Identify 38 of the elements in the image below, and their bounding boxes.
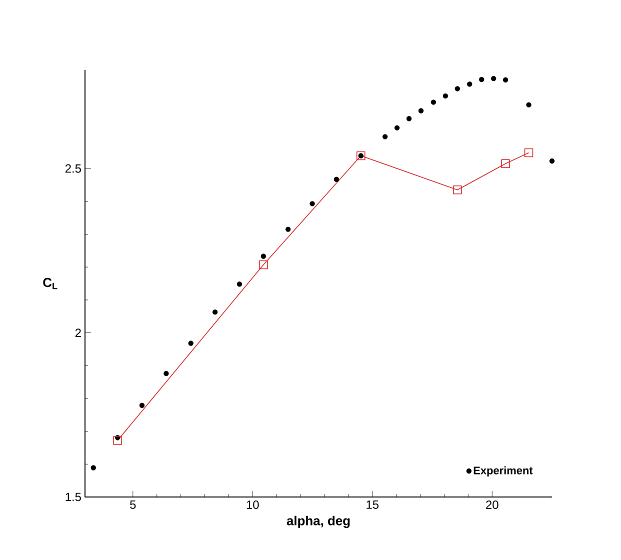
point — [113, 436, 122, 445]
point — [478, 76, 484, 82]
point — [394, 125, 400, 130]
point — [467, 82, 472, 87]
point — [334, 176, 340, 182]
x-axis-title: alpha, deg — [286, 516, 350, 528]
point — [524, 148, 534, 158]
y-tick-label: 1.5 — [66, 492, 81, 502]
point — [453, 185, 462, 194]
point — [310, 201, 315, 206]
x-tick-label: 10 — [246, 500, 259, 509]
point — [501, 159, 510, 168]
point — [549, 158, 555, 164]
legend-label: Experiment — [474, 466, 533, 477]
point — [418, 108, 424, 114]
point — [236, 282, 242, 287]
y-tick-label: 2 — [75, 328, 81, 337]
point — [285, 226, 291, 232]
point — [406, 116, 412, 122]
x-tick-label: 5 — [130, 500, 136, 509]
x-tick-label: 15 — [366, 500, 379, 509]
point — [454, 86, 460, 92]
point — [212, 309, 218, 315]
point — [259, 260, 268, 270]
point — [490, 76, 496, 82]
y-axis-title: C$_{L}$ — [43, 278, 58, 290]
point — [188, 340, 194, 346]
point — [90, 465, 96, 470]
point — [164, 370, 169, 376]
point — [442, 93, 448, 99]
x-tick-label: 20 — [486, 500, 498, 509]
point — [139, 402, 145, 408]
point — [260, 254, 266, 259]
point — [382, 134, 388, 140]
point — [430, 100, 436, 105]
point — [526, 102, 532, 108]
y-tick-label: 2.5 — [65, 164, 81, 173]
point — [502, 77, 508, 82]
